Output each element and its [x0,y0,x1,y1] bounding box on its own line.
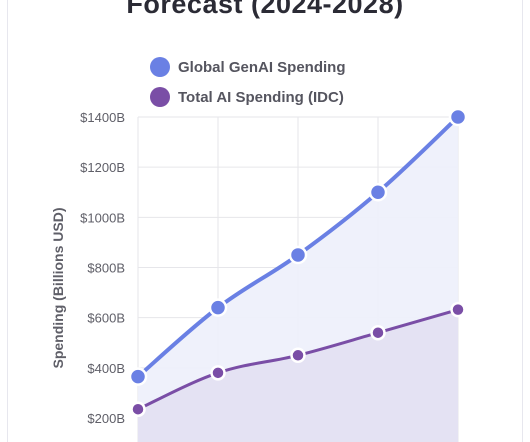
legend-marker-1 [150,57,170,77]
legend-marker-2 [150,87,170,107]
data-point-series-2 [290,347,306,364]
card-border-right [522,0,523,442]
chart-title: Forecast (2024-2028) [126,0,404,19]
data-point-series-2 [210,365,226,381]
legend-label-1: Global GenAI Spending [178,59,346,76]
data-point-series-1 [368,183,388,202]
legend: Global GenAI Spending Total AI Spending (… [150,57,346,107]
data-point-series-2 [450,301,466,318]
data-point-series-1 [448,107,468,127]
y-tick-label: $400B [87,361,125,376]
y-tick-label: $1000B [80,210,125,225]
y-axis-label: Spending (Billions USD) [50,208,66,369]
y-tick-label: $1200B [80,160,125,175]
y-tick-label: $600B [87,311,125,326]
point-layer [128,107,468,417]
y-axis-ticks: $200B $400B $600B $800B $1000B $1200B $1400B [80,110,125,426]
data-point-series-2 [130,401,146,417]
y-tick-label: $200B [87,411,125,426]
series-area-2 [138,309,458,442]
data-point-series-1 [288,245,308,265]
data-point-series-2 [370,324,386,341]
y-tick-label: $1400B [80,110,125,125]
legend-label-2: Total AI Spending (IDC) [178,89,344,106]
data-point-series-1 [208,298,228,317]
data-point-series-1 [128,367,148,386]
card-border-left [7,0,8,442]
y-tick-label: $800B [87,261,125,276]
